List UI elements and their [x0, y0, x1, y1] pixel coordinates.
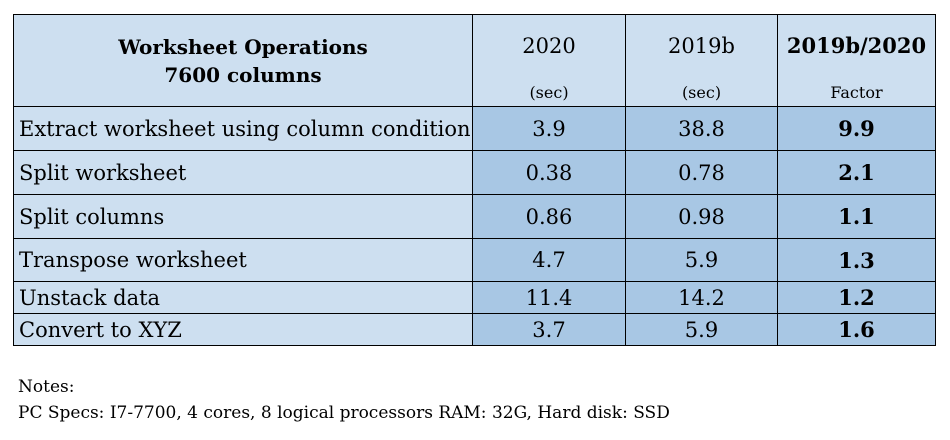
notes-heading: Notes:: [18, 377, 75, 397]
time-2019b-cell: 0.78: [625, 150, 778, 195]
table-row: Extract worksheet using column condition…: [13, 106, 936, 151]
operation-cell: Transpose worksheet: [13, 238, 473, 282]
factor-cell: 2.1: [777, 150, 936, 195]
time-2019b-cell: 38.8: [625, 106, 778, 151]
header-factor-cell: 2019b/2020 Factor: [777, 14, 936, 107]
time-2020-cell: 3.7: [472, 313, 626, 346]
header-factor-label: 2019b/2020: [786, 33, 927, 58]
factor-cell: 1.2: [777, 281, 936, 314]
time-2019b-cell: 0.98: [625, 194, 778, 239]
operation-cell: Split worksheet: [13, 150, 473, 195]
operation-cell: Convert to XYZ: [13, 313, 473, 346]
time-2020-cell: 4.7: [472, 238, 626, 282]
header-2020-cell: 2020 (sec): [472, 14, 626, 107]
time-2020-cell: 3.9: [472, 106, 626, 151]
factor-cell: 1.1: [777, 194, 936, 239]
header-2019b-label: 2019b: [668, 34, 735, 58]
header-row: Worksheet Operations 7600 columns 2020 (…: [13, 14, 936, 107]
operation-cell: Split columns: [13, 194, 473, 239]
operation-cell: Unstack data: [13, 281, 473, 314]
header-2019b-cell: 2019b (sec): [625, 14, 778, 107]
time-2020-cell: 0.86: [472, 194, 626, 239]
time-2020-cell: 11.4: [472, 281, 626, 314]
table-row: Unstack data 11.4 14.2 1.2: [13, 281, 936, 314]
time-2019b-cell: 5.9: [625, 238, 778, 282]
factor-cell: 1.6: [777, 313, 936, 346]
pc-specs-note: PC Specs: I7-7700, 4 cores, 8 logical pr…: [18, 403, 670, 423]
table-row: Split worksheet 0.38 0.78 2.1: [13, 150, 936, 195]
table-row: Transpose worksheet 4.7 5.9 1.3: [13, 238, 936, 282]
header-title-line2: 7600 columns: [164, 63, 322, 87]
header-factor-unit: Factor: [830, 83, 883, 102]
header-2020-label: 2020: [522, 34, 576, 58]
time-2020-cell: 0.38: [472, 150, 626, 195]
header-2020-unit: (sec): [529, 83, 569, 102]
header-operations-cell: Worksheet Operations 7600 columns: [13, 14, 473, 107]
header-title-line1: Worksheet Operations: [118, 35, 368, 59]
time-2019b-cell: 5.9: [625, 313, 778, 346]
notes-section: Notes: PC Specs: I7-7700, 4 cores, 8 log…: [18, 374, 670, 426]
table-row: Split columns 0.86 0.98 1.1: [13, 194, 936, 239]
operation-cell: Extract worksheet using column condition: [13, 106, 473, 151]
factor-cell: 1.3: [777, 238, 936, 282]
performance-table: Worksheet Operations 7600 columns 2020 (…: [13, 14, 936, 346]
time-2019b-cell: 14.2: [625, 281, 778, 314]
header-2019b-unit: (sec): [681, 83, 722, 102]
table-row: Convert to XYZ 3.7 5.9 1.6: [13, 313, 936, 346]
factor-cell: 9.9: [777, 106, 936, 151]
